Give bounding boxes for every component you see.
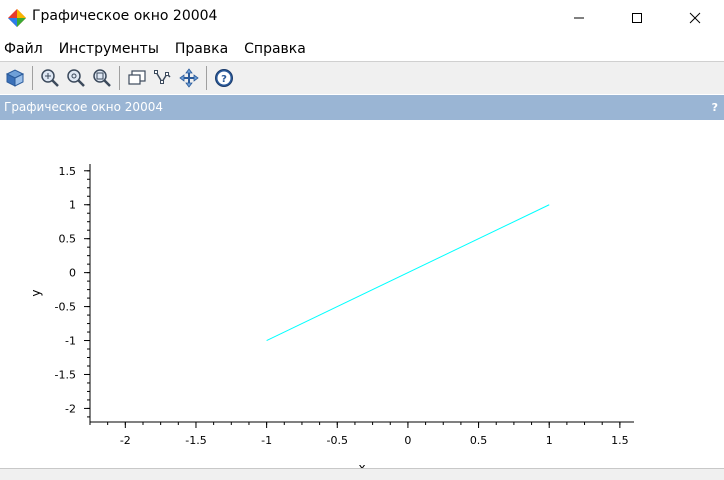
close-button[interactable] — [672, 0, 718, 36]
close-icon — [689, 12, 701, 24]
svg-text:?: ? — [221, 74, 227, 85]
panel-header: Графическое окно 20004 ? — [0, 95, 724, 120]
menu-help[interactable]: Справка — [244, 41, 306, 57]
zoom-in-button[interactable] — [65, 67, 87, 89]
minimize-icon — [574, 17, 584, 19]
scilab-app-icon — [8, 9, 26, 27]
x-tick-label: 1.5 — [611, 434, 629, 447]
panel-title: Графическое окно 20004 — [4, 100, 163, 114]
zoom-grid-icon — [41, 69, 59, 87]
series-line — [266, 204, 550, 341]
toolbar-separator — [206, 66, 207, 90]
y-tick-label: 0 — [69, 267, 76, 280]
menu-edit[interactable]: Правка — [174, 41, 229, 57]
x-tick-label: -2 — [120, 434, 131, 447]
datatip-icon — [128, 70, 146, 85]
x-tick-label: -1 — [261, 434, 272, 447]
x-tick-label: -0.5 — [327, 434, 348, 447]
x-axis-label: x — [358, 461, 365, 468]
title-bar[interactable]: Графическое окно 20004 — [0, 0, 724, 36]
x-tick-label: 0 — [404, 434, 411, 447]
series-group — [266, 204, 550, 341]
toolbar-separator — [119, 66, 120, 90]
rotate-3d-button[interactable] — [4, 67, 26, 89]
y-tick-label: -0.5 — [55, 301, 76, 314]
menu-bar: Файл Инструменты Правка Справка — [0, 38, 724, 60]
menu-tools[interactable]: Инструменты — [58, 41, 159, 57]
toolbar-separator — [32, 66, 33, 90]
menu-file[interactable]: Файл — [4, 41, 43, 57]
y-tick-label: 1 — [69, 199, 76, 212]
x-axis-ticks: -2 -1.5 -1 -0.5 0 0.5 1 1.5 — [89, 422, 629, 447]
plot-area[interactable]: -2 -1.5 -1 -0.5 0 0.5 1 1.5 -2 -1.5 -1 -0.5 0 0.5 1 1.… — [0, 120, 724, 468]
y-tick-label: -1.5 — [55, 368, 76, 381]
x-tick-label: 1 — [546, 434, 553, 447]
y-tick-label: -2 — [65, 402, 76, 415]
maximize-button[interactable] — [614, 0, 660, 36]
minimize-button[interactable] — [556, 0, 602, 36]
y-tick-label: 0.5 — [59, 233, 77, 246]
panel-help-icon[interactable]: ? — [711, 101, 718, 114]
pan-button[interactable] — [178, 67, 200, 89]
y-tick-label: 1.5 — [59, 165, 77, 178]
status-bar — [0, 468, 724, 480]
pan-icon — [179, 68, 199, 88]
plot-canvas[interactable]: -2 -1.5 -1 -0.5 0 0.5 1 1.5 -2 -1.5 -1 -0.5 0 0.5 1 1.… — [0, 120, 724, 468]
help-button[interactable]: ? — [213, 67, 235, 89]
y-axis-ticks: -2 -1.5 -1 -0.5 0 0.5 1 1.5 — [55, 165, 90, 418]
maximize-icon — [632, 13, 642, 23]
window-title: Графическое окно 20004 — [32, 8, 218, 24]
datatip-button[interactable] — [126, 67, 148, 89]
x-tick-label: -1.5 — [185, 434, 206, 447]
y-tick-label: -1 — [65, 335, 76, 348]
zoom-grid-button[interactable] — [39, 67, 61, 89]
rotate-3d-icon — [5, 69, 25, 87]
edit-curve-icon — [154, 70, 171, 84]
zoom-out-button[interactable] — [91, 67, 113, 89]
y-axis-label: y — [29, 289, 43, 296]
zoom-out-icon — [93, 69, 111, 87]
toolbar: ? — [0, 61, 724, 94]
x-tick-label: 0.5 — [470, 434, 488, 447]
zoom-in-icon — [67, 69, 85, 87]
help-icon: ? — [215, 69, 233, 87]
edit-curve-button[interactable] — [152, 67, 174, 89]
